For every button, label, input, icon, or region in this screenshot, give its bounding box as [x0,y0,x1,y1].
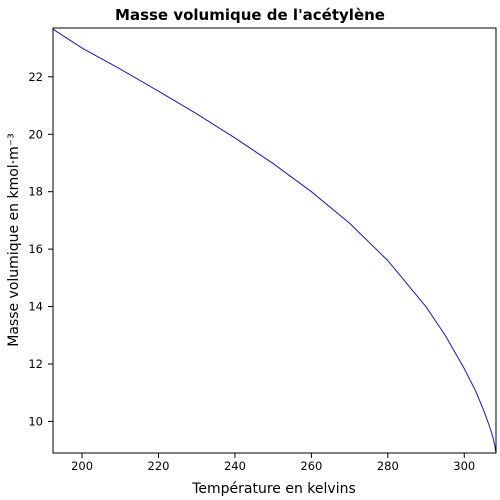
x-tick-label: 240 [224,459,246,473]
y-axis-label: Masse volumique en kmol·m⁻³ [6,133,22,347]
y-tick-label: 16 [28,242,43,256]
x-tick-label: 260 [300,459,322,473]
y-tick-label: 10 [28,414,43,428]
plot-frame [52,27,497,454]
y-tick-label: 18 [28,185,43,199]
x-tick-label: 200 [71,459,93,473]
y-tick-label: 22 [28,70,43,84]
y-tick-label: 14 [28,300,43,314]
x-tick-label: 280 [377,459,399,473]
chart-title: Masse volumique de l'acétylène [115,6,385,24]
y-tick-label: 12 [28,357,43,371]
ticks: 200 220 240 260 280 300 10 12 14 16 18 20 22 [28,70,475,473]
series [52,28,497,454]
x-tick-label: 300 [453,459,475,473]
series-line [52,28,497,454]
x-tick-label: 220 [148,459,170,473]
y-tick-label: 20 [28,127,43,141]
x-axis-label: Température en kelvins [191,481,356,497]
